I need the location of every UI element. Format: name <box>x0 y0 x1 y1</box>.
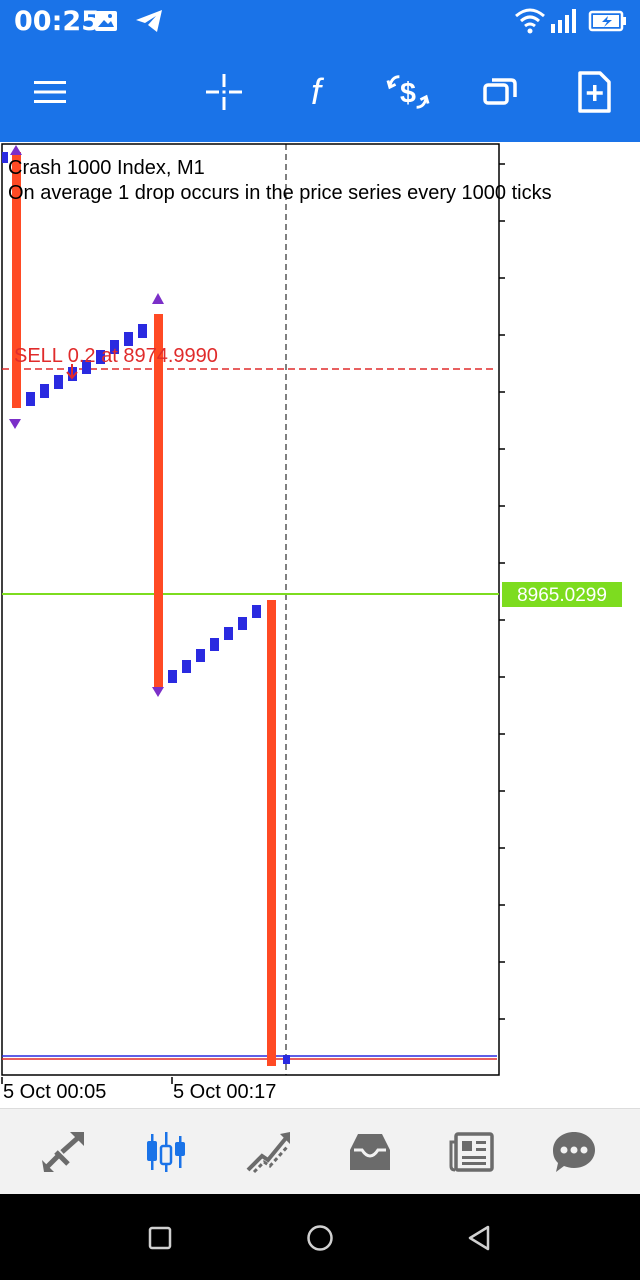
price-chart[interactable]: Crash 1000 Index, M1 On average 1 drop o… <box>0 142 640 1108</box>
back-button[interactable] <box>458 1216 502 1260</box>
trade-icon <box>246 1132 290 1174</box>
bull-candle <box>26 392 35 406</box>
history-icon <box>350 1134 390 1170</box>
windows-button[interactable] <box>478 70 522 114</box>
recents-icon <box>148 1226 172 1250</box>
sell-order-label: SELL 0.2 at 8974.9990 <box>14 345 218 367</box>
image-icon <box>94 10 118 37</box>
chart-description: On average 1 drop occurs in the price se… <box>8 182 552 204</box>
quotes-icon <box>42 1132 84 1172</box>
nav-chart[interactable] <box>136 1127 196 1177</box>
back-icon <box>468 1225 490 1251</box>
sell-entry-arrow <box>66 364 78 380</box>
nav-trade[interactable] <box>238 1127 298 1177</box>
function-icon: f <box>311 72 325 112</box>
bull-candle <box>124 332 133 346</box>
chart-title: Crash 1000 Index, M1 <box>8 157 205 179</box>
recents-button[interactable] <box>138 1216 182 1260</box>
deal-arrow-up <box>10 145 22 155</box>
status-time: 00:25 <box>14 6 100 37</box>
bull-candle <box>168 670 177 683</box>
current-price-badge <box>502 582 622 607</box>
new-document-icon <box>578 71 611 113</box>
svg-text:f: f <box>311 72 325 112</box>
bottom-navigation <box>0 1108 640 1195</box>
indicators-button[interactable]: f <box>294 70 338 114</box>
bull-candle <box>82 360 91 374</box>
bear-candle <box>267 600 276 1066</box>
crosshair-button[interactable] <box>202 70 246 114</box>
chart-canvas[interactable]: Crash 1000 Index, M1 On average 1 drop o… <box>0 142 640 1108</box>
menu-icon <box>34 81 66 103</box>
nav-quotes[interactable] <box>34 1127 94 1177</box>
bull-candle <box>96 350 105 364</box>
time-label-1: 5 Oct 00:05 <box>3 1081 106 1103</box>
deal-arrow-up <box>152 293 164 304</box>
svg-text:$: $ <box>400 78 416 110</box>
telegram-icon <box>134 8 164 39</box>
status-bar: 00:25 <box>0 0 640 44</box>
nav-news[interactable] <box>442 1127 502 1177</box>
nav-chat[interactable] <box>544 1127 604 1177</box>
deal-arrow-down <box>9 419 21 429</box>
home-icon <box>307 1225 333 1251</box>
bull-candle <box>224 627 233 640</box>
time-label-2: 5 Oct 00:17 <box>173 1081 276 1103</box>
bull-candle <box>40 384 49 398</box>
price-axis-ticks <box>499 163 505 1020</box>
bull-candle <box>238 617 247 630</box>
bull-candle <box>54 375 63 389</box>
bull-candle <box>182 660 191 673</box>
wifi-icon <box>514 6 546 39</box>
bull-candle <box>210 638 219 651</box>
bull-candle <box>196 649 205 662</box>
crosshair-icon <box>206 74 242 110</box>
bull-candle <box>252 605 261 618</box>
bull-candle <box>138 324 147 338</box>
chat-icon <box>553 1132 595 1172</box>
bull-candle <box>283 1055 290 1064</box>
toolbar: f $ <box>0 44 640 142</box>
current-price-label: 8965.0299 <box>517 585 607 606</box>
bear-candle <box>12 152 21 408</box>
plot-frame <box>1 143 500 1076</box>
new-order-button[interactable]: $ <box>386 70 430 114</box>
menu-button[interactable] <box>28 70 72 114</box>
bear-candle <box>154 314 163 687</box>
nav-history[interactable] <box>340 1127 400 1177</box>
home-button[interactable] <box>298 1216 342 1260</box>
new-document-button[interactable] <box>572 70 616 114</box>
battery-charging-icon <box>588 10 628 37</box>
news-icon <box>449 1132 494 1172</box>
bull-candle <box>2 152 8 163</box>
bull-candle <box>110 340 119 354</box>
windows-icon <box>483 78 517 105</box>
system-navigation-bar <box>0 1194 640 1280</box>
signal-icon <box>550 8 578 39</box>
chart-icon <box>147 1132 185 1172</box>
deal-arrow-down <box>152 687 164 697</box>
trade-icon: $ <box>386 75 430 110</box>
